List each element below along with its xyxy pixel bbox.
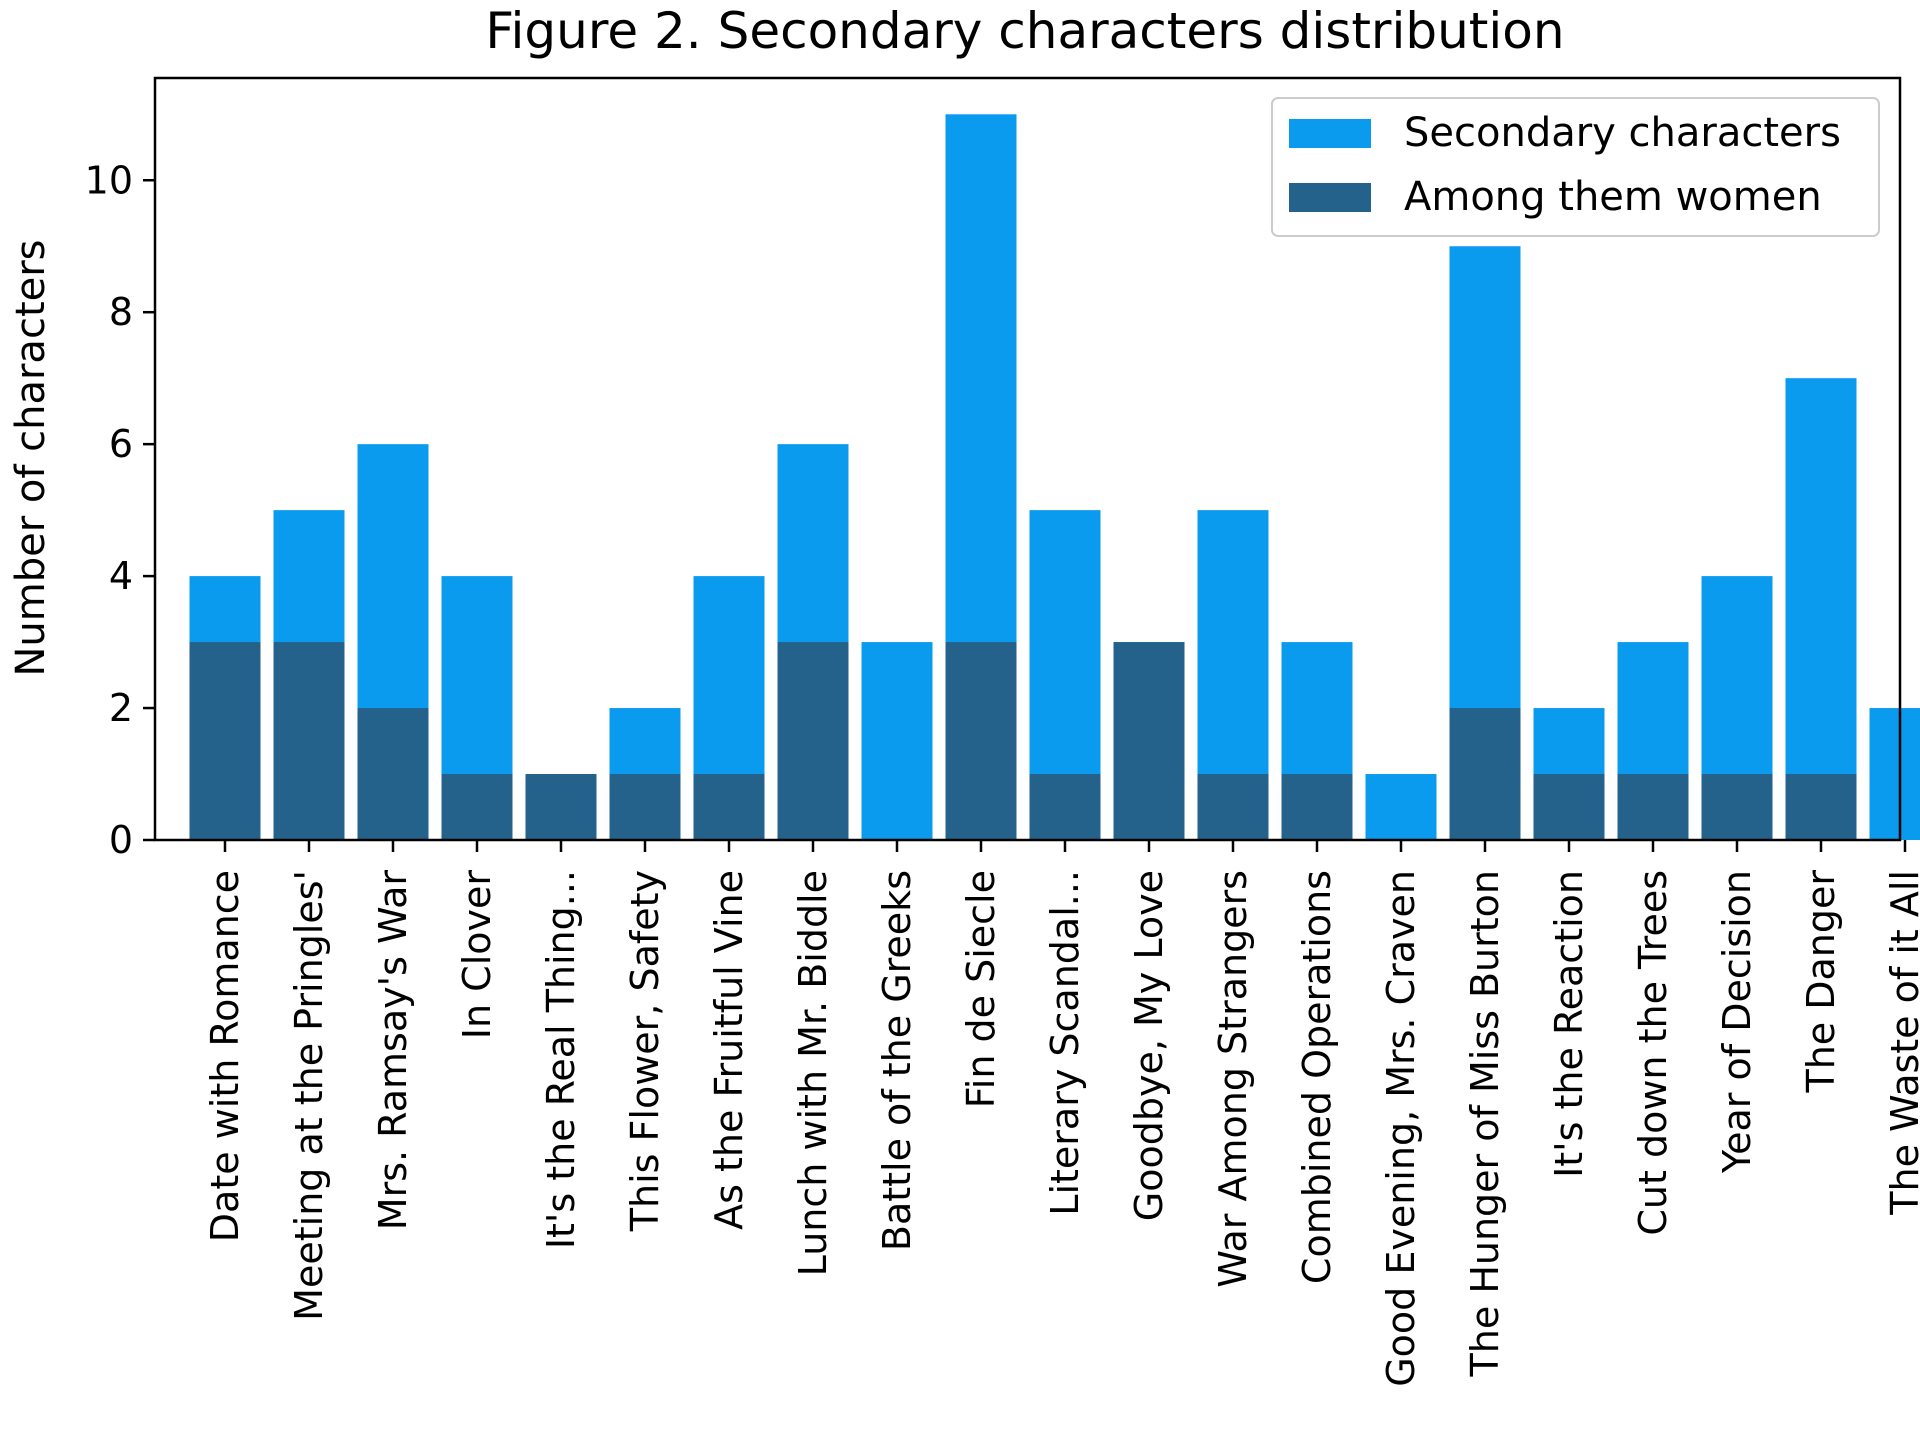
bar-secondary-characters-the-waste-of-it-all bbox=[1869, 708, 1920, 840]
y-ticks: 0 2 4 6 8 10 bbox=[85, 158, 155, 862]
legend-frame bbox=[1271, 97, 1880, 237]
bar-among-them-women-as-the-fruitful-vine bbox=[693, 774, 765, 840]
y-tick-label-2: 2 bbox=[109, 686, 133, 730]
bar-among-them-women-fin-de-siecle bbox=[945, 642, 1017, 840]
y-tick-label-10: 10 bbox=[85, 158, 133, 202]
bar-among-them-women-it-s-the-real-thing bbox=[525, 774, 597, 840]
bar-among-them-women-the-hunger-of-miss-burton bbox=[1449, 708, 1521, 840]
x-tick-label-lunch-with-mr-biddle: Lunch with Mr. Biddle bbox=[791, 870, 835, 1276]
bar-among-them-women-war-among-strangers bbox=[1197, 774, 1269, 840]
bar-among-them-women-goodbye-my-love bbox=[1113, 642, 1185, 840]
x-tick-label-it-s-the-real-thing: It's the Real Thing... bbox=[539, 870, 583, 1249]
x-tick-label-goodbye-my-love: Goodbye, My Love bbox=[1127, 870, 1171, 1221]
bar-among-them-women-year-of-decision bbox=[1701, 774, 1773, 840]
x-tick-label-mrs-ramsay-s-war: Mrs. Ramsay's War bbox=[371, 870, 415, 1231]
x-tick-label-battle-of-the-greeks: Battle of the Greeks bbox=[875, 870, 919, 1251]
x-tick-label-literary-scandal: Literary Scandal... bbox=[1043, 870, 1087, 1216]
x-tick-label-meeting-at-the-pringles: Meeting at the Pringles' bbox=[287, 870, 331, 1321]
bar-among-them-women-mrs-ramsay-s-war bbox=[357, 708, 429, 840]
x-tick-label-in-clover: In Clover bbox=[455, 870, 499, 1040]
x-ticks: Date with Romance Meeting at the Pringles… bbox=[203, 840, 1920, 1387]
x-tick-label-fin-de-siecle: Fin de Siecle bbox=[959, 870, 1003, 1108]
x-tick-label-cut-down-the-trees: Cut down the Trees bbox=[1631, 870, 1675, 1236]
plot-frame bbox=[153, 76, 1902, 842]
bar-among-them-women-combined-operations bbox=[1281, 774, 1353, 840]
bar-among-them-women-lunch-with-mr-biddle bbox=[777, 642, 849, 840]
y-tick-label-6: 6 bbox=[109, 422, 133, 466]
x-tick-label-war-among-strangers: War Among Strangers bbox=[1211, 870, 1255, 1288]
bar-among-them-women-the-danger bbox=[1785, 774, 1857, 840]
y-tick-label-8: 8 bbox=[109, 290, 133, 334]
bar-among-them-women-meeting-at-the-pringles bbox=[273, 642, 345, 840]
bar-among-them-women-it-s-the-reaction bbox=[1533, 774, 1605, 840]
bar-secondary-characters-battle-of-the-greeks bbox=[861, 642, 933, 840]
x-tick-label-it-s-the-reaction: It's the Reaction bbox=[1547, 870, 1591, 1178]
legend: Secondary characters Among them women bbox=[1271, 97, 1880, 237]
bar-among-them-women-in-clover bbox=[441, 774, 513, 840]
x-tick-label-the-waste-of-it-all: The Waste of it All bbox=[1883, 870, 1920, 1216]
y-tick-label-0: 0 bbox=[109, 818, 133, 862]
bar-among-them-women-cut-down-the-trees bbox=[1617, 774, 1689, 840]
x-tick-label-date-with-romance: Date with Romance bbox=[203, 870, 247, 1242]
legend-label-secondary-characters: Secondary characters bbox=[1404, 110, 1841, 156]
legend-swatch-among-them-women bbox=[1289, 183, 1371, 212]
x-tick-label-year-of-decision: Year of Decision bbox=[1715, 870, 1759, 1174]
bar-among-them-women-this-flower-safety bbox=[609, 774, 681, 840]
x-tick-label-good-evening-mrs-craven: Good Evening, Mrs. Craven bbox=[1379, 870, 1423, 1387]
bar-among-them-women-literary-scandal bbox=[1029, 774, 1101, 840]
legend-label-among-them-women: Among them women bbox=[1404, 174, 1822, 220]
x-tick-label-the-danger: The Danger bbox=[1799, 870, 1843, 1094]
y-axis-label: Number of characters bbox=[8, 239, 54, 676]
bars-layer bbox=[189, 114, 1920, 841]
y-tick-label-4: 4 bbox=[109, 554, 133, 598]
bar-secondary-characters-the-danger bbox=[1785, 378, 1857, 840]
legend-swatch-secondary-characters bbox=[1289, 119, 1371, 148]
bar-among-them-women-date-with-romance bbox=[189, 642, 261, 840]
x-tick-label-the-hunger-of-miss-burton: The Hunger of Miss Burton bbox=[1463, 870, 1507, 1377]
bar-secondary-characters-good-evening-mrs-craven bbox=[1365, 774, 1437, 840]
x-tick-label-this-flower-safety: This Flower, Safety bbox=[623, 870, 667, 1232]
x-tick-label-combined-operations: Combined Operations bbox=[1295, 870, 1339, 1284]
axes-layer bbox=[153, 76, 1902, 842]
x-tick-label-as-the-fruitful-vine: As the Fruitful Vine bbox=[707, 870, 751, 1230]
chart-title: Figure 2. Secondary characters distribut… bbox=[485, 2, 1564, 60]
